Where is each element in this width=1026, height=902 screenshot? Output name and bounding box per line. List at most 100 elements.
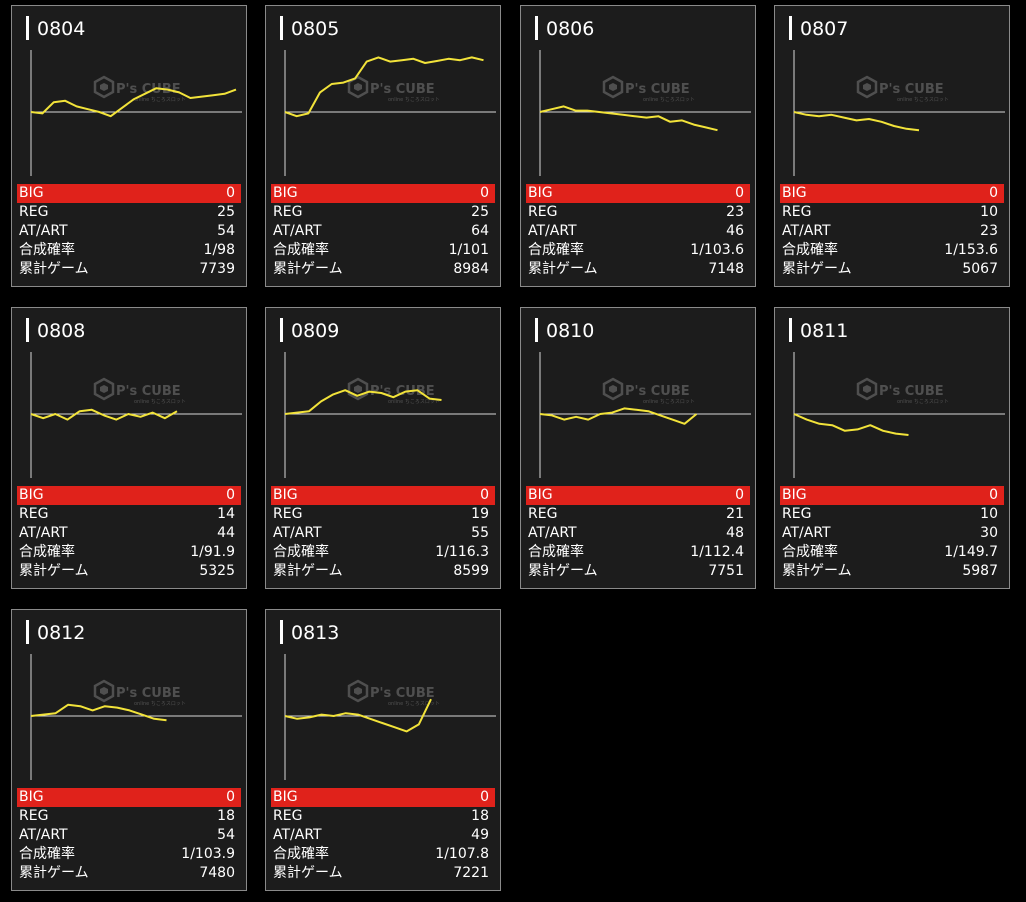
total-games-row-value: 5067 xyxy=(962,261,998,277)
big-row-label: BIG xyxy=(273,487,298,503)
reg-row-label: REG xyxy=(19,808,49,824)
at-art-row: AT/ART 44 xyxy=(17,524,241,543)
machine-card[interactable]: 0808 P's CUBE online ちころスロット BIG 0 REG 14 AT/AR… xyxy=(11,307,247,589)
total-games-row: 累計ゲーム 7480 xyxy=(17,864,241,883)
watermark-tagline: online ちころスロット xyxy=(134,97,186,103)
title-marker xyxy=(789,318,792,342)
big-row-label: BIG xyxy=(273,789,298,805)
machine-number: 0810 xyxy=(546,320,595,342)
machine-card[interactable]: 0809 P's CUBE online ちころスロット BIG 0 REG 19 AT/AR… xyxy=(265,307,501,589)
probability-row-label: 合成確率 xyxy=(782,544,838,560)
at-art-row-label: AT/ART xyxy=(19,827,68,843)
watermark-text: P's CUBE xyxy=(625,384,690,399)
slump-line xyxy=(30,87,237,118)
title-marker xyxy=(26,16,29,40)
probability-row-value: 1/112.4 xyxy=(690,544,744,560)
probability-row-label: 合成確率 xyxy=(273,846,329,862)
probability-row-value: 1/107.8 xyxy=(435,846,489,862)
stats-table: BIG 0 REG 10 AT/ART 23 合成確率 1/153.6 累計ゲーム 5067 xyxy=(780,184,1004,279)
total-games-row-value: 7480 xyxy=(199,865,235,881)
probability-row: 合成確率 1/149.7 xyxy=(780,543,1004,562)
title-marker xyxy=(280,16,283,40)
machine-card[interactable]: 0807 P's CUBE online ちころスロット BIG 0 REG 10 AT/AR… xyxy=(774,5,1010,287)
slump-line xyxy=(539,105,718,132)
total-games-row: 累計ゲーム 8984 xyxy=(271,260,495,279)
big-row-value: 0 xyxy=(989,185,998,201)
probability-row: 合成確率 1/103.9 xyxy=(17,845,241,864)
big-row-value: 0 xyxy=(480,789,489,805)
at-art-row: AT/ART 49 xyxy=(271,826,495,845)
at-art-row-label: AT/ART xyxy=(782,525,831,541)
machine-number: 0813 xyxy=(291,622,340,644)
at-art-row-label: AT/ART xyxy=(528,525,577,541)
machine-card[interactable]: 0810 P's CUBE online ちころスロット BIG 0 REG 21 AT/AR… xyxy=(520,307,756,589)
at-art-row-value: 48 xyxy=(726,525,744,541)
probability-row-label: 合成確率 xyxy=(273,544,329,560)
machine-number: 0812 xyxy=(37,622,86,644)
watermark-tagline: online ちころスロット xyxy=(643,97,695,103)
machine-card[interactable]: 0806 P's CUBE online ちころスロット BIG 0 REG 23 AT/AR… xyxy=(520,5,756,287)
big-row: BIG 0 xyxy=(271,184,495,203)
reg-row: REG 14 xyxy=(17,505,241,524)
big-row-label: BIG xyxy=(528,185,553,201)
machine-card[interactable]: 0812 P's CUBE online ちころスロット BIG 0 REG 18 AT/AR… xyxy=(11,609,247,891)
at-art-row-value: 30 xyxy=(980,525,998,541)
at-art-row-value: 54 xyxy=(217,827,235,843)
total-games-row: 累計ゲーム 5325 xyxy=(17,562,241,581)
machine-card[interactable]: 0804 P's CUBE online ちころスロット BIG 0 REG 25 AT/AR… xyxy=(11,5,247,287)
probability-row-value: 1/149.7 xyxy=(944,544,998,560)
probability-row: 合成確率 1/112.4 xyxy=(526,543,750,562)
total-games-row-value: 5987 xyxy=(962,563,998,579)
machine-card[interactable]: 0813 P's CUBE online ちころスロット BIG 0 REG 18 AT/AR… xyxy=(265,609,501,891)
total-games-row: 累計ゲーム 7751 xyxy=(526,562,750,581)
reg-row-label: REG xyxy=(528,204,558,220)
cube-logo-icon xyxy=(856,75,878,99)
big-row: BIG 0 xyxy=(17,788,241,807)
reg-row-value: 10 xyxy=(980,506,998,522)
title-marker xyxy=(280,620,283,644)
machine-number: 0805 xyxy=(291,18,340,40)
at-art-row: AT/ART 30 xyxy=(780,524,1004,543)
total-games-row-value: 5325 xyxy=(199,563,235,579)
big-row-value: 0 xyxy=(226,487,235,503)
reg-row-value: 18 xyxy=(217,808,235,824)
watermark-text: P's CUBE xyxy=(370,384,435,399)
total-games-row-label: 累計ゲーム xyxy=(273,563,343,579)
probability-row-value: 1/103.6 xyxy=(690,242,744,258)
total-games-row-value: 8984 xyxy=(453,261,489,277)
reg-row-label: REG xyxy=(782,506,812,522)
watermark-text: P's CUBE xyxy=(116,686,181,701)
probability-row: 合成確率 1/91.9 xyxy=(17,543,241,562)
machine-card[interactable]: 0811 P's CUBE online ちころスロット BIG 0 REG 10 AT/AR… xyxy=(774,307,1010,589)
total-games-row-value: 7739 xyxy=(199,261,235,277)
watermark-text: P's CUBE xyxy=(625,82,690,97)
total-games-row-value: 7751 xyxy=(708,563,744,579)
reg-row-value: 14 xyxy=(217,506,235,522)
watermark-text: P's CUBE xyxy=(370,686,435,701)
big-row-value: 0 xyxy=(480,487,489,503)
cube-logo-icon xyxy=(93,377,115,401)
machine-number: 0804 xyxy=(37,18,86,40)
title-marker xyxy=(789,16,792,40)
probability-row-value: 1/153.6 xyxy=(944,242,998,258)
reg-row-value: 10 xyxy=(980,204,998,220)
at-art-row-value: 55 xyxy=(471,525,489,541)
total-games-row-value: 7221 xyxy=(453,865,489,881)
total-games-row: 累計ゲーム 7739 xyxy=(17,260,241,279)
at-art-row-label: AT/ART xyxy=(528,223,577,239)
machine-card[interactable]: 0805 P's CUBE online ちころスロット BIG 0 REG 25 AT/AR… xyxy=(265,5,501,287)
reg-row: REG 18 xyxy=(271,807,495,826)
stats-table: BIG 0 REG 14 AT/ART 44 合成確率 1/91.9 累計ゲーム 5325 xyxy=(17,486,241,581)
at-art-row: AT/ART 54 xyxy=(17,222,241,241)
reg-row: REG 10 xyxy=(780,203,1004,222)
big-row-value: 0 xyxy=(735,185,744,201)
big-row-label: BIG xyxy=(19,487,44,503)
